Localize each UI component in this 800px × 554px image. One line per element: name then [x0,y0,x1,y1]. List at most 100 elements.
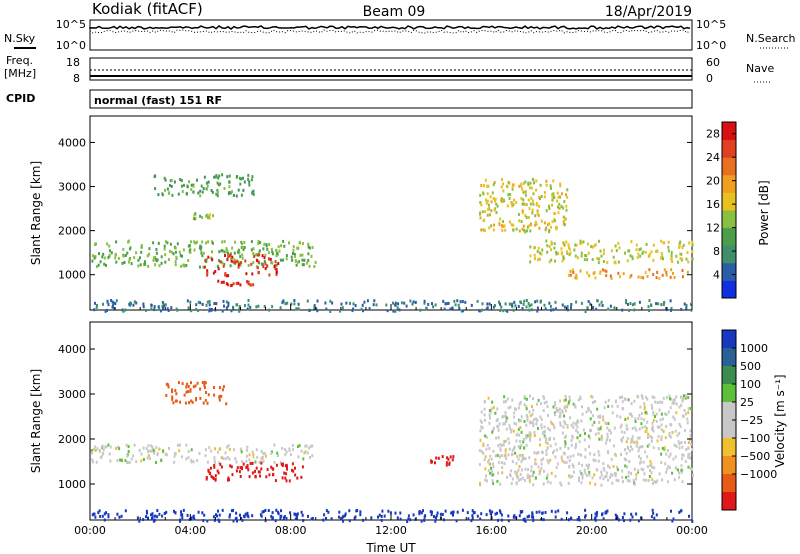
range-cell [592,306,595,309]
range-cell [196,381,199,385]
range-cell [430,513,433,517]
noise-tick-top-right: 10^5 [696,18,726,31]
range-cell [230,465,233,469]
range-cell [515,461,518,465]
range-cell [571,268,574,272]
range-cell [98,252,100,256]
range-cell [124,509,127,513]
range-cell [539,438,542,441]
range-cell [243,241,246,244]
range-cell [517,445,520,448]
range-cell [227,304,230,308]
range-cell [660,452,663,456]
range-cell [352,307,355,311]
range-cell [238,470,241,474]
range-cell [496,453,499,457]
range-cell [497,428,500,432]
range-cell [458,306,461,310]
range-cell [551,203,553,207]
range-cell [516,432,518,436]
range-cell [233,251,236,255]
range-cell [284,464,287,468]
range-cell [485,447,488,451]
range-cell [249,283,252,287]
range-cell [521,307,524,310]
range-cell [545,476,548,480]
range-cell [499,443,502,447]
range-cell [628,479,631,483]
range-cell [691,250,694,254]
range-cell [613,426,616,430]
range-cell [345,301,348,305]
range-cell [297,307,300,311]
range-cell [124,308,127,312]
range-cell [201,254,204,258]
range-cell [681,275,684,279]
range-cell [226,456,229,460]
range-cell [535,179,538,183]
range-cell [273,460,276,464]
range-cell [588,470,591,474]
range-cell [681,246,684,250]
range-cell [218,250,221,254]
range-cell [108,249,111,253]
range-cell [633,467,636,471]
range-cell [612,465,615,468]
range-cell [591,395,594,399]
range-cell [380,514,383,518]
range-cell [431,302,433,306]
range-cell [177,443,179,447]
range-cell [224,273,227,277]
range-cell [165,240,167,244]
range-cell [544,440,547,444]
range-cell [125,443,128,447]
range-cell [175,392,178,396]
range-cell [353,516,356,520]
range-cell [154,514,156,518]
range-cell [412,513,415,517]
range-cell [487,203,490,207]
range-cell [651,508,654,512]
range-cell [456,510,459,514]
range-cell [234,260,237,264]
range-cell [219,182,222,186]
range-cell [153,518,156,522]
range-cell [651,395,654,399]
range-cell [519,419,522,423]
range-cell [533,431,536,435]
range-cell [281,476,284,480]
range-cell [188,518,191,521]
range-cell [170,184,173,188]
range-cell [538,226,541,230]
range-cell [650,471,653,475]
range-cell [234,457,237,461]
range-cell [91,254,94,258]
range-cell [637,469,640,472]
range-cell [620,430,623,434]
range-cell [486,213,489,217]
range-cell [108,452,111,456]
range-cell [103,262,106,266]
range-cell [271,250,274,254]
range-cell [264,253,267,257]
range-cell [548,204,550,208]
range-cell [94,515,97,519]
range-cell [221,508,224,512]
range-cell [674,429,677,433]
range-cell [476,514,479,518]
range-cell [193,217,196,221]
range-cell [667,410,670,414]
range-cell [655,513,658,517]
range-cell [227,255,230,259]
range-cell [377,515,379,519]
range-cell [540,462,543,466]
range-cell [148,449,151,453]
range-cell [689,429,692,433]
range-cell [661,417,664,421]
range-cell [613,306,616,310]
range-cell [677,260,679,264]
range-cell [495,436,498,440]
range-cell [202,265,205,269]
range-cell [213,518,216,522]
